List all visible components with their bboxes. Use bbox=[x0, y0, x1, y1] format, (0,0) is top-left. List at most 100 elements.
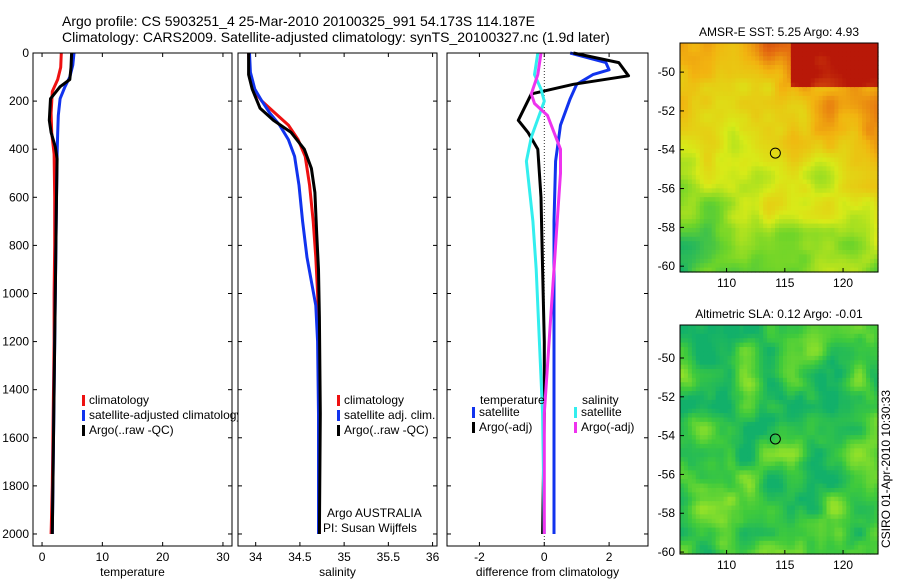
sst-heatmap-cell bbox=[786, 144, 792, 150]
sst-heatmap-cell bbox=[858, 95, 863, 101]
sla-heatmap-cell bbox=[834, 435, 839, 441]
sla-heatmap-cell bbox=[814, 479, 820, 485]
sla-heatmap-cell bbox=[822, 373, 828, 379]
sst-heatmap-cell bbox=[703, 214, 709, 220]
sst-heatmap-cell bbox=[779, 139, 784, 145]
sst-heatmap-cell bbox=[771, 227, 776, 233]
sla-heatmap-cell bbox=[747, 355, 752, 361]
sla-heatmap-cell bbox=[695, 413, 701, 419]
sst-heatmap-cell bbox=[715, 78, 721, 84]
sst-heatmap-cell bbox=[727, 144, 733, 150]
sla-heatmap-cell bbox=[711, 531, 717, 537]
sla-heatmap-cell bbox=[723, 545, 729, 551]
sla-heatmap-cell bbox=[779, 505, 784, 511]
sla-heatmap-cell bbox=[810, 404, 816, 410]
sla-heatmap-cell bbox=[711, 386, 717, 392]
sst-heatmap-cell bbox=[715, 135, 721, 141]
sla-heatmap-cell bbox=[707, 377, 713, 383]
sla-heatmap-cell bbox=[695, 523, 701, 529]
sla-heatmap-cell bbox=[719, 413, 725, 419]
sst-heatmap-cell bbox=[858, 258, 863, 264]
sla-heatmap-cell bbox=[763, 514, 768, 520]
sla-heatmap-cell bbox=[739, 377, 744, 383]
sla-heatmap-cell bbox=[723, 514, 729, 520]
sst-heatmap-cell bbox=[731, 69, 737, 75]
sla-heatmap-cell bbox=[775, 391, 780, 397]
sla-heatmap-cell bbox=[763, 386, 768, 392]
sst-heatmap-cell bbox=[826, 65, 832, 71]
sla-heatmap-cell bbox=[775, 448, 780, 454]
sst-heatmap-cell bbox=[858, 263, 863, 269]
sst-heatmap-cell bbox=[727, 258, 733, 264]
sla-heatmap-cell bbox=[838, 360, 843, 366]
sla-heatmap-cell bbox=[806, 342, 812, 348]
sla-heatmap-cell bbox=[782, 347, 788, 353]
sst-heatmap-cell bbox=[683, 109, 689, 115]
sla-heatmap-cell bbox=[711, 540, 717, 546]
sst-heatmap-cell bbox=[731, 65, 737, 71]
sst-heatmap-cell bbox=[786, 47, 792, 53]
sla-heatmap-cell bbox=[794, 470, 800, 476]
sst-heatmap-cell bbox=[715, 192, 721, 198]
sst-heatmap-cell bbox=[822, 236, 828, 242]
sla-heatmap-cell bbox=[794, 391, 800, 397]
sla-heatmap-cell bbox=[818, 465, 824, 471]
sla-heatmap-cell bbox=[830, 443, 836, 449]
sla-heatmap-cell bbox=[683, 373, 689, 379]
sla-heatmap-cell bbox=[719, 382, 725, 388]
sst-heatmap-cell bbox=[826, 109, 832, 115]
sst-heatmap-cell bbox=[818, 170, 824, 176]
sst-heatmap-cell bbox=[786, 241, 792, 247]
sla-heatmap-cell bbox=[775, 474, 780, 480]
sla-heatmap-cell bbox=[794, 329, 800, 335]
sst-heatmap-cell bbox=[866, 113, 871, 119]
sla-heatmap-cell bbox=[846, 342, 851, 348]
sla-heatmap-cell bbox=[802, 470, 808, 476]
sla-heatmap-cell bbox=[790, 417, 796, 423]
sst-heatmap-cell bbox=[731, 157, 737, 163]
sst-heatmap-cell bbox=[794, 51, 800, 57]
sla-heatmap-cell bbox=[715, 342, 721, 348]
sla-heatmap-cell bbox=[735, 514, 740, 520]
sla-heatmap-cell bbox=[834, 364, 839, 370]
sla-heatmap-cell bbox=[767, 536, 772, 542]
sst-heatmap-cell bbox=[842, 122, 847, 128]
sst-heatmap-cell bbox=[850, 131, 855, 137]
sst-heatmap-cell bbox=[854, 60, 859, 66]
sla-heatmap-cell bbox=[711, 347, 717, 353]
sst-heatmap-cell bbox=[747, 109, 752, 115]
sla-heatmap-cell bbox=[767, 430, 772, 436]
sst-heatmap-cell bbox=[794, 175, 800, 181]
sla-heatmap-cell bbox=[822, 395, 828, 401]
sst-heatmap-cell bbox=[866, 153, 871, 159]
sst-heatmap-cells bbox=[680, 43, 879, 273]
sst-heatmap-cell bbox=[858, 205, 863, 211]
sst-heatmap-cell bbox=[794, 170, 800, 176]
sst-heatmap-cell bbox=[794, 192, 800, 198]
sst-heatmap-cell bbox=[711, 241, 717, 247]
sla-heatmap-cell bbox=[798, 470, 804, 476]
sla-heatmap-cell bbox=[731, 536, 737, 542]
sla-heatmap-cell bbox=[771, 527, 776, 533]
sla-heatmap-cell bbox=[759, 461, 764, 467]
sst-heatmap-cell bbox=[691, 241, 697, 247]
sst-heatmap-cell bbox=[802, 122, 808, 128]
sla-heatmap-cell bbox=[731, 391, 737, 397]
sst-heatmap-cell bbox=[759, 95, 764, 101]
sst-heatmap-cell bbox=[735, 47, 740, 53]
sla-heatmap-cell bbox=[687, 329, 693, 335]
sst-heatmap-cell bbox=[715, 263, 721, 269]
sla-heatmap-cell bbox=[703, 333, 709, 339]
sla-heatmap-cell bbox=[798, 461, 804, 467]
sst-heatmap-cell bbox=[874, 245, 879, 251]
sst-heatmap-cell bbox=[755, 60, 760, 66]
sst-heatmap-cell bbox=[723, 153, 729, 159]
sla-heatmap-cell bbox=[794, 430, 800, 436]
sst-heatmap-cell bbox=[727, 210, 733, 216]
sla-heatmap-cell bbox=[687, 501, 693, 507]
sla-heatmap-cell bbox=[794, 364, 800, 370]
sla-heatmap-cell bbox=[759, 465, 764, 471]
sst-heatmap-cell bbox=[759, 267, 764, 273]
sst-heatmap-cell bbox=[703, 122, 709, 128]
sst-heatmap-cell bbox=[723, 170, 729, 176]
